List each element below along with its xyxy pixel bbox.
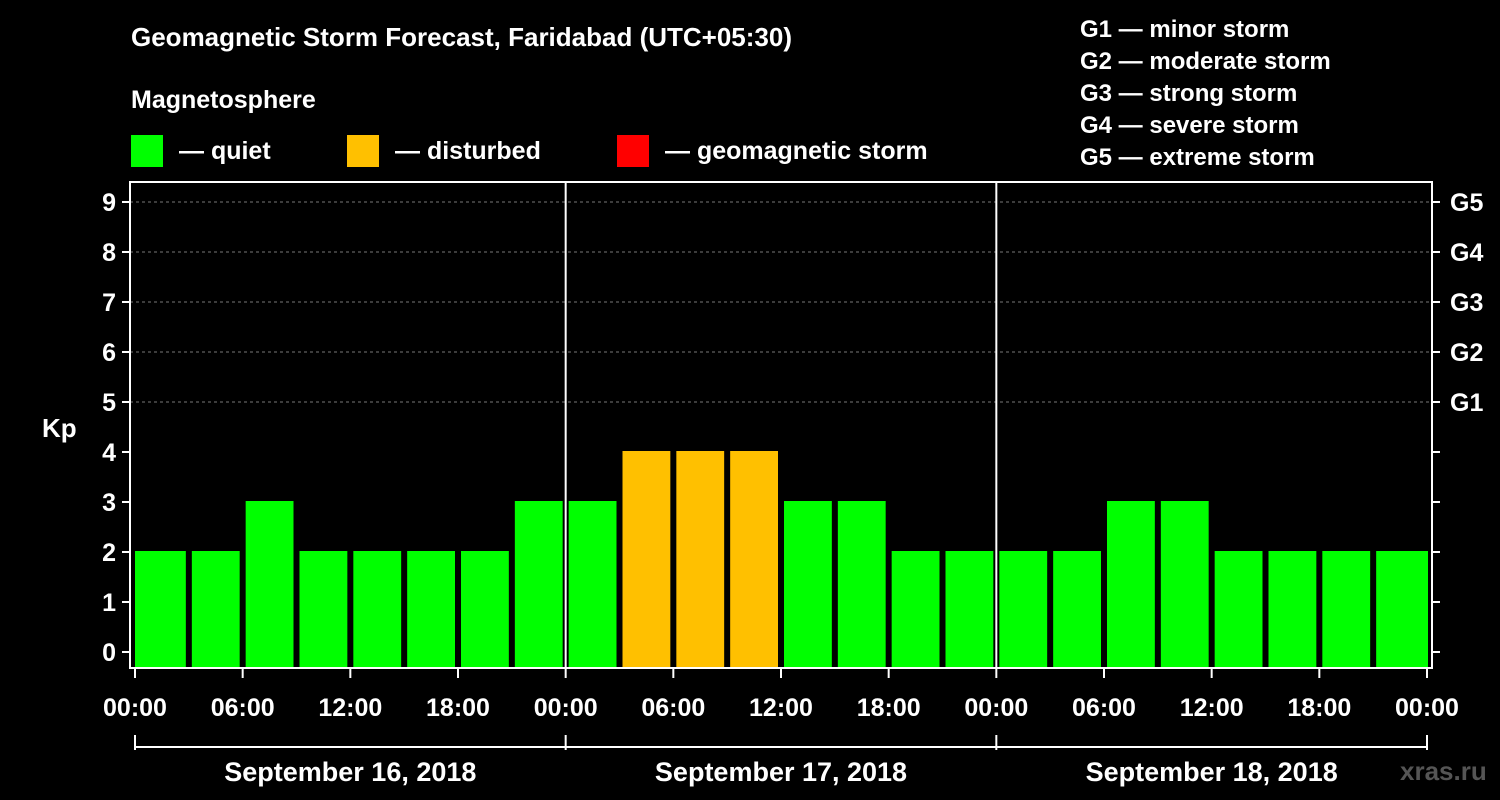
magnetosphere-label: Magnetosphere	[131, 86, 316, 114]
x-tick-label-0: 00:00	[103, 694, 167, 722]
y-tick-label-8: 8	[102, 239, 116, 267]
kp-bar-15	[945, 551, 994, 668]
kp-bar-1	[191, 551, 240, 668]
legend-label-disturbed: — disturbed	[395, 136, 541, 165]
g-scale-g4: G4 — severe storm	[1080, 112, 1299, 139]
y-tick-label-7: 7	[102, 289, 116, 317]
kp-bar-19	[1160, 501, 1209, 668]
legend-label-storm: — geomagnetic storm	[665, 136, 928, 165]
kp-bar-20	[1214, 551, 1263, 668]
x-tick-label-6: 12:00	[749, 694, 813, 722]
kp-bar-16	[999, 551, 1048, 668]
kp-bar-14	[891, 551, 940, 668]
kp-bar-5	[407, 551, 455, 668]
legend-swatch-quiet	[131, 135, 163, 167]
kp-bar-22	[1322, 551, 1371, 668]
y-tick-label-3: 3	[102, 489, 116, 517]
legend-swatch-disturbed	[347, 135, 379, 167]
g-axis-label-g3: G3	[1450, 289, 1483, 317]
date-label-2: September 18, 2018	[1086, 757, 1338, 787]
g-axis-label-g2: G2	[1450, 339, 1483, 367]
legend-label-quiet: — quiet	[179, 136, 271, 165]
y-tick-label-4: 4	[102, 439, 116, 467]
kp-bar-24	[1415, 551, 1426, 668]
x-tick-label-7: 18:00	[857, 694, 921, 722]
date-label-0: September 16, 2018	[224, 757, 476, 787]
g-axis-label-g4: G4	[1450, 239, 1483, 267]
g-scale-g1: G1 — minor storm	[1080, 16, 1290, 43]
x-tick-label-9: 06:00	[1072, 694, 1136, 722]
date-label-1: September 17, 2018	[655, 757, 907, 787]
g-axis-label-g5: G5	[1450, 189, 1483, 217]
x-tick-label-3: 18:00	[426, 694, 490, 722]
x-tick-label-4: 00:00	[534, 694, 598, 722]
x-tick-label-12: 00:00	[1395, 694, 1459, 722]
y-tick-label-9: 9	[102, 189, 116, 217]
x-tick-label-1: 06:00	[211, 694, 275, 722]
y-tick-label-2: 2	[102, 539, 116, 567]
y-tick-label-0: 0	[102, 639, 116, 667]
y-tick-label-6: 6	[102, 339, 116, 367]
kp-bar-11	[730, 451, 778, 668]
y-tick-label-5: 5	[102, 389, 116, 417]
x-tick-label-11: 18:00	[1287, 694, 1351, 722]
legend-swatch-storm	[617, 135, 649, 167]
x-tick-label-5: 06:00	[641, 694, 705, 722]
g-scale-g5: G5 — extreme storm	[1080, 144, 1315, 171]
kp-bar-10	[676, 451, 725, 668]
g-scale-g2: G2 — moderate storm	[1080, 48, 1331, 75]
legend-quiet: — quiet	[131, 134, 271, 168]
kp-bar-4	[353, 551, 402, 668]
kp-bar-3	[299, 551, 348, 668]
watermark: xras.ru	[1400, 756, 1487, 786]
kp-bar-9	[622, 451, 671, 668]
kp-bar-7	[514, 501, 563, 668]
legend-disturbed: — disturbed	[347, 134, 541, 168]
y-axis-label: Kp	[42, 413, 77, 443]
legend-storm: — geomagnetic storm	[617, 134, 928, 168]
kp-bar-13	[837, 501, 886, 668]
y-tick-label-1: 1	[102, 589, 116, 617]
kp-bar-2	[245, 501, 294, 668]
kp-bar-18	[1107, 501, 1155, 668]
x-tick-label-8: 00:00	[964, 694, 1028, 722]
g-scale-legend: G1 — minor storm G2 — moderate storm G3 …	[1080, 14, 1331, 174]
page-title: Geomagnetic Storm Forecast, Faridabad (U…	[131, 22, 793, 52]
kp-bar-8	[568, 501, 617, 668]
kp-bar-6	[461, 551, 509, 668]
kp-bar-17	[1053, 551, 1101, 668]
x-tick-label-10: 12:00	[1180, 694, 1244, 722]
g-scale-g3: G3 — strong storm	[1080, 80, 1298, 107]
kp-bar-21	[1268, 551, 1317, 668]
kp-bar-0	[135, 551, 186, 668]
g-axis-label-g1: G1	[1450, 389, 1483, 417]
x-tick-label-2: 12:00	[318, 694, 382, 722]
kp-bar-12	[784, 501, 832, 668]
